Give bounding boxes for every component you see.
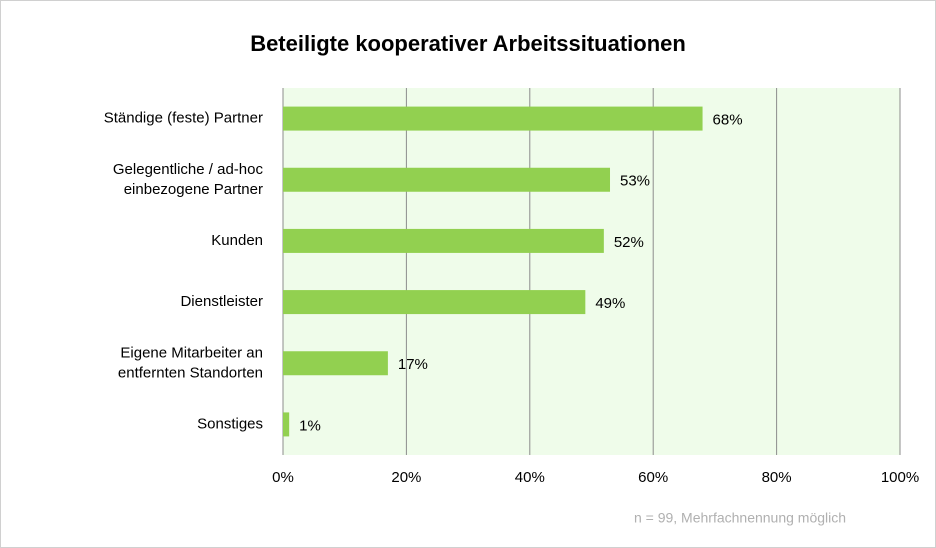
x-tick-label: 80% (762, 469, 792, 486)
bar (283, 167, 611, 192)
data-label: 68% (713, 112, 743, 129)
bar (283, 106, 703, 131)
x-tick-label: 40% (515, 469, 545, 486)
data-label: 1% (299, 417, 321, 434)
x-tick-label: 20% (391, 469, 421, 486)
bar (283, 290, 586, 315)
y-tick-label: Dienstleister (180, 293, 263, 310)
y-tick-label: Gelegentliche / ad-hoc einbezogene Partne… (113, 161, 264, 198)
x-tick-label: 0% (272, 469, 294, 486)
bar (283, 351, 388, 376)
bar (283, 228, 604, 253)
x-tick-label: 60% (638, 469, 668, 486)
data-label: 52% (614, 234, 644, 251)
plot-area (283, 88, 900, 455)
y-tick-label: Eigene Mitarbeiter an entfernten Standort… (118, 344, 263, 381)
data-label: 49% (595, 295, 625, 312)
note: n = 99, Mehrfachnennung möglich (634, 510, 846, 526)
y-tick-label: Sonstiges (197, 415, 263, 432)
bar (283, 412, 290, 437)
y-tick-label: Kunden (211, 232, 263, 249)
data-label: 53% (620, 173, 650, 190)
data-label: 17% (398, 356, 428, 373)
y-tick-label: Ständige (feste) Partner (104, 110, 263, 127)
x-tick-label: 100% (881, 469, 919, 486)
chart-title: Beteiligte kooperativer Arbeitssituation… (250, 31, 686, 56)
